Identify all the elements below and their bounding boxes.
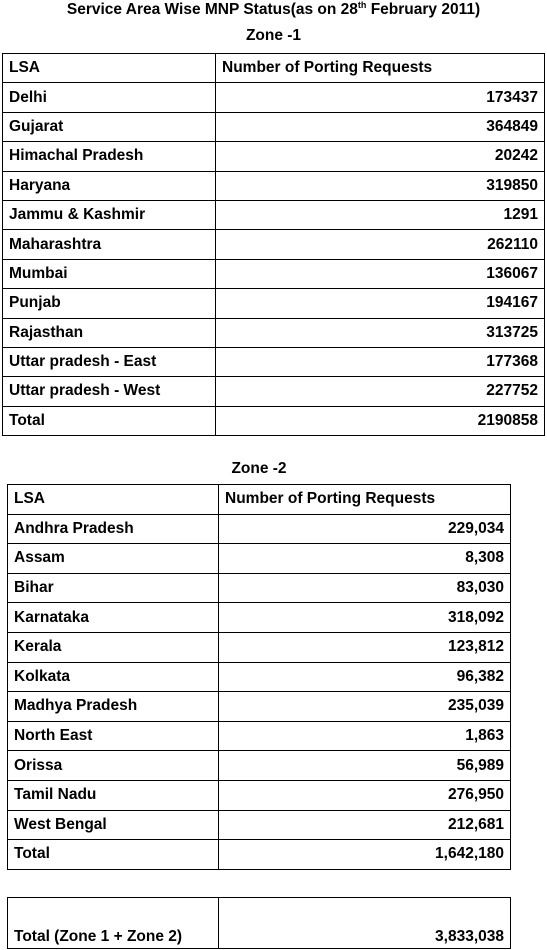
zone-label: Zone -1 bbox=[245, 27, 302, 44]
value-cell: 276,950 bbox=[218, 779, 511, 811]
data-row: Andhra Pradesh 229,034 bbox=[7, 513, 511, 545]
value-cell: 194167 bbox=[215, 288, 545, 319]
label-cell: Uttar pradesh - East bbox=[2, 346, 216, 378]
label-cell: North East bbox=[7, 720, 219, 752]
value-cell: 212,681 bbox=[218, 809, 511, 841]
total-row: Total 1,642,180 bbox=[7, 839, 511, 870]
label-cell: Punjab bbox=[2, 288, 216, 319]
data-row: Tamil Nadu 276,950 bbox=[7, 779, 511, 811]
value-cell: 8,308 bbox=[218, 543, 511, 574]
value-cell: 227752 bbox=[215, 376, 545, 407]
total-row: Total 2190858 bbox=[2, 405, 545, 437]
label-cell: LSA bbox=[7, 484, 219, 515]
label-cell: Total bbox=[7, 839, 219, 870]
data-row: Himachal Pradesh 20242 bbox=[2, 141, 545, 172]
value-cell: 1,863 bbox=[218, 720, 511, 752]
label-cell: West Bengal bbox=[7, 809, 219, 841]
value-cell: 123,812 bbox=[218, 631, 511, 663]
data-row: Madhya Pradesh 235,039 bbox=[7, 691, 511, 722]
data-row: Rajasthan 313725 bbox=[2, 317, 545, 348]
data-row: Punjab 194167 bbox=[2, 288, 545, 319]
label-cell: Madhya Pradesh bbox=[7, 691, 219, 722]
header-row: LSA Number of Porting Requests bbox=[2, 52, 545, 84]
value-cell: 318,092 bbox=[218, 602, 511, 633]
zone2-table: LSA Number of Porting Requests Andhra Prad… bbox=[7, 484, 511, 870]
label-cell: Total (Zone 1 + Zone 2) bbox=[7, 897, 219, 949]
label-cell: Haryana bbox=[2, 170, 216, 201]
header-row: LSA Number of Porting Requests bbox=[7, 484, 511, 515]
label-cell: Mumbai bbox=[2, 258, 216, 290]
label-cell: Uttar pradesh - West bbox=[2, 376, 216, 407]
label-cell: Andhra Pradesh bbox=[7, 513, 219, 545]
value-cell: 1291 bbox=[215, 199, 545, 231]
total-row: Total (Zone 1 + Zone 2) 3,833,038 bbox=[7, 897, 511, 949]
data-row: Uttar pradesh - West 227752 bbox=[2, 376, 545, 407]
title-superscript: th bbox=[357, 0, 367, 10]
label-cell: Maharashtra bbox=[2, 229, 216, 260]
grand-total-table: Total (Zone 1 + Zone 2) 3,833,038 bbox=[7, 897, 511, 949]
label-cell: Kerala bbox=[7, 631, 219, 663]
label-cell: Bihar bbox=[7, 572, 219, 604]
value-cell: 319850 bbox=[215, 170, 545, 201]
value-cell: Number of Porting Requests bbox=[215, 52, 545, 84]
label-cell: Himachal Pradesh bbox=[2, 141, 216, 172]
label-cell: Karnataka bbox=[7, 602, 219, 633]
value-cell: 262110 bbox=[215, 229, 545, 260]
data-row: Haryana 319850 bbox=[2, 170, 545, 201]
value-cell: 20242 bbox=[215, 141, 545, 172]
label-cell: Gujarat bbox=[2, 111, 216, 143]
value-cell: 83,030 bbox=[218, 572, 511, 604]
value-cell: 229,034 bbox=[218, 513, 511, 545]
value-cell: 56,989 bbox=[218, 750, 511, 781]
data-row: Orissa 56,989 bbox=[7, 750, 511, 781]
value-cell: 235,039 bbox=[218, 691, 511, 722]
data-row: Jammu & Kashmir 1291 bbox=[2, 199, 545, 231]
label-cell: Jammu & Kashmir bbox=[2, 199, 216, 231]
value-cell: 173437 bbox=[215, 82, 545, 113]
label-cell: Kolkata bbox=[7, 661, 219, 693]
value-cell: 136067 bbox=[215, 258, 545, 290]
data-row: Delhi 173437 bbox=[2, 82, 545, 113]
zone1-table: LSA Number of Porting Requests Delhi 173437… bbox=[2, 52, 545, 437]
title: Service Area Wise MNP Status(as on 28th … bbox=[0, 0, 547, 20]
value-cell: 364849 bbox=[215, 111, 545, 143]
label-cell: Tamil Nadu bbox=[7, 779, 219, 811]
zone-label: Zone -2 bbox=[231, 460, 287, 477]
label-cell: Rajasthan bbox=[2, 317, 216, 348]
label-cell: Orissa bbox=[7, 750, 219, 781]
data-row: Karnataka 318,092 bbox=[7, 602, 511, 633]
data-row: Maharashtra 262110 bbox=[2, 229, 545, 260]
value-cell: 2190858 bbox=[215, 405, 545, 437]
data-row: Mumbai 136067 bbox=[2, 258, 545, 290]
label-cell: Delhi bbox=[2, 82, 216, 113]
value-cell: 177368 bbox=[215, 346, 545, 378]
label-cell: Assam bbox=[7, 543, 219, 574]
value-cell: Number of Porting Requests bbox=[218, 484, 511, 515]
data-row: Kolkata 96,382 bbox=[7, 661, 511, 693]
label-cell: LSA bbox=[2, 52, 216, 84]
value-cell: 3,833,038 bbox=[218, 897, 511, 949]
value-cell: 313725 bbox=[215, 317, 545, 348]
value-cell: 1,642,180 bbox=[218, 839, 511, 870]
title-text: Service Area Wise MNP Status(as on 28 bbox=[66, 1, 358, 18]
data-row: Uttar pradesh - East 177368 bbox=[2, 346, 545, 378]
data-row: Gujarat 364849 bbox=[2, 111, 545, 143]
data-row: North East 1,863 bbox=[7, 720, 511, 752]
data-row: Assam 8,308 bbox=[7, 543, 511, 574]
data-row: Kerala 123,812 bbox=[7, 631, 511, 663]
data-row: West Bengal 212,681 bbox=[7, 809, 511, 841]
value-cell: 96,382 bbox=[218, 661, 511, 693]
title-text-end: February 2011) bbox=[366, 1, 481, 18]
data-row: Bihar 83,030 bbox=[7, 572, 511, 604]
label-cell: Total bbox=[2, 405, 216, 437]
